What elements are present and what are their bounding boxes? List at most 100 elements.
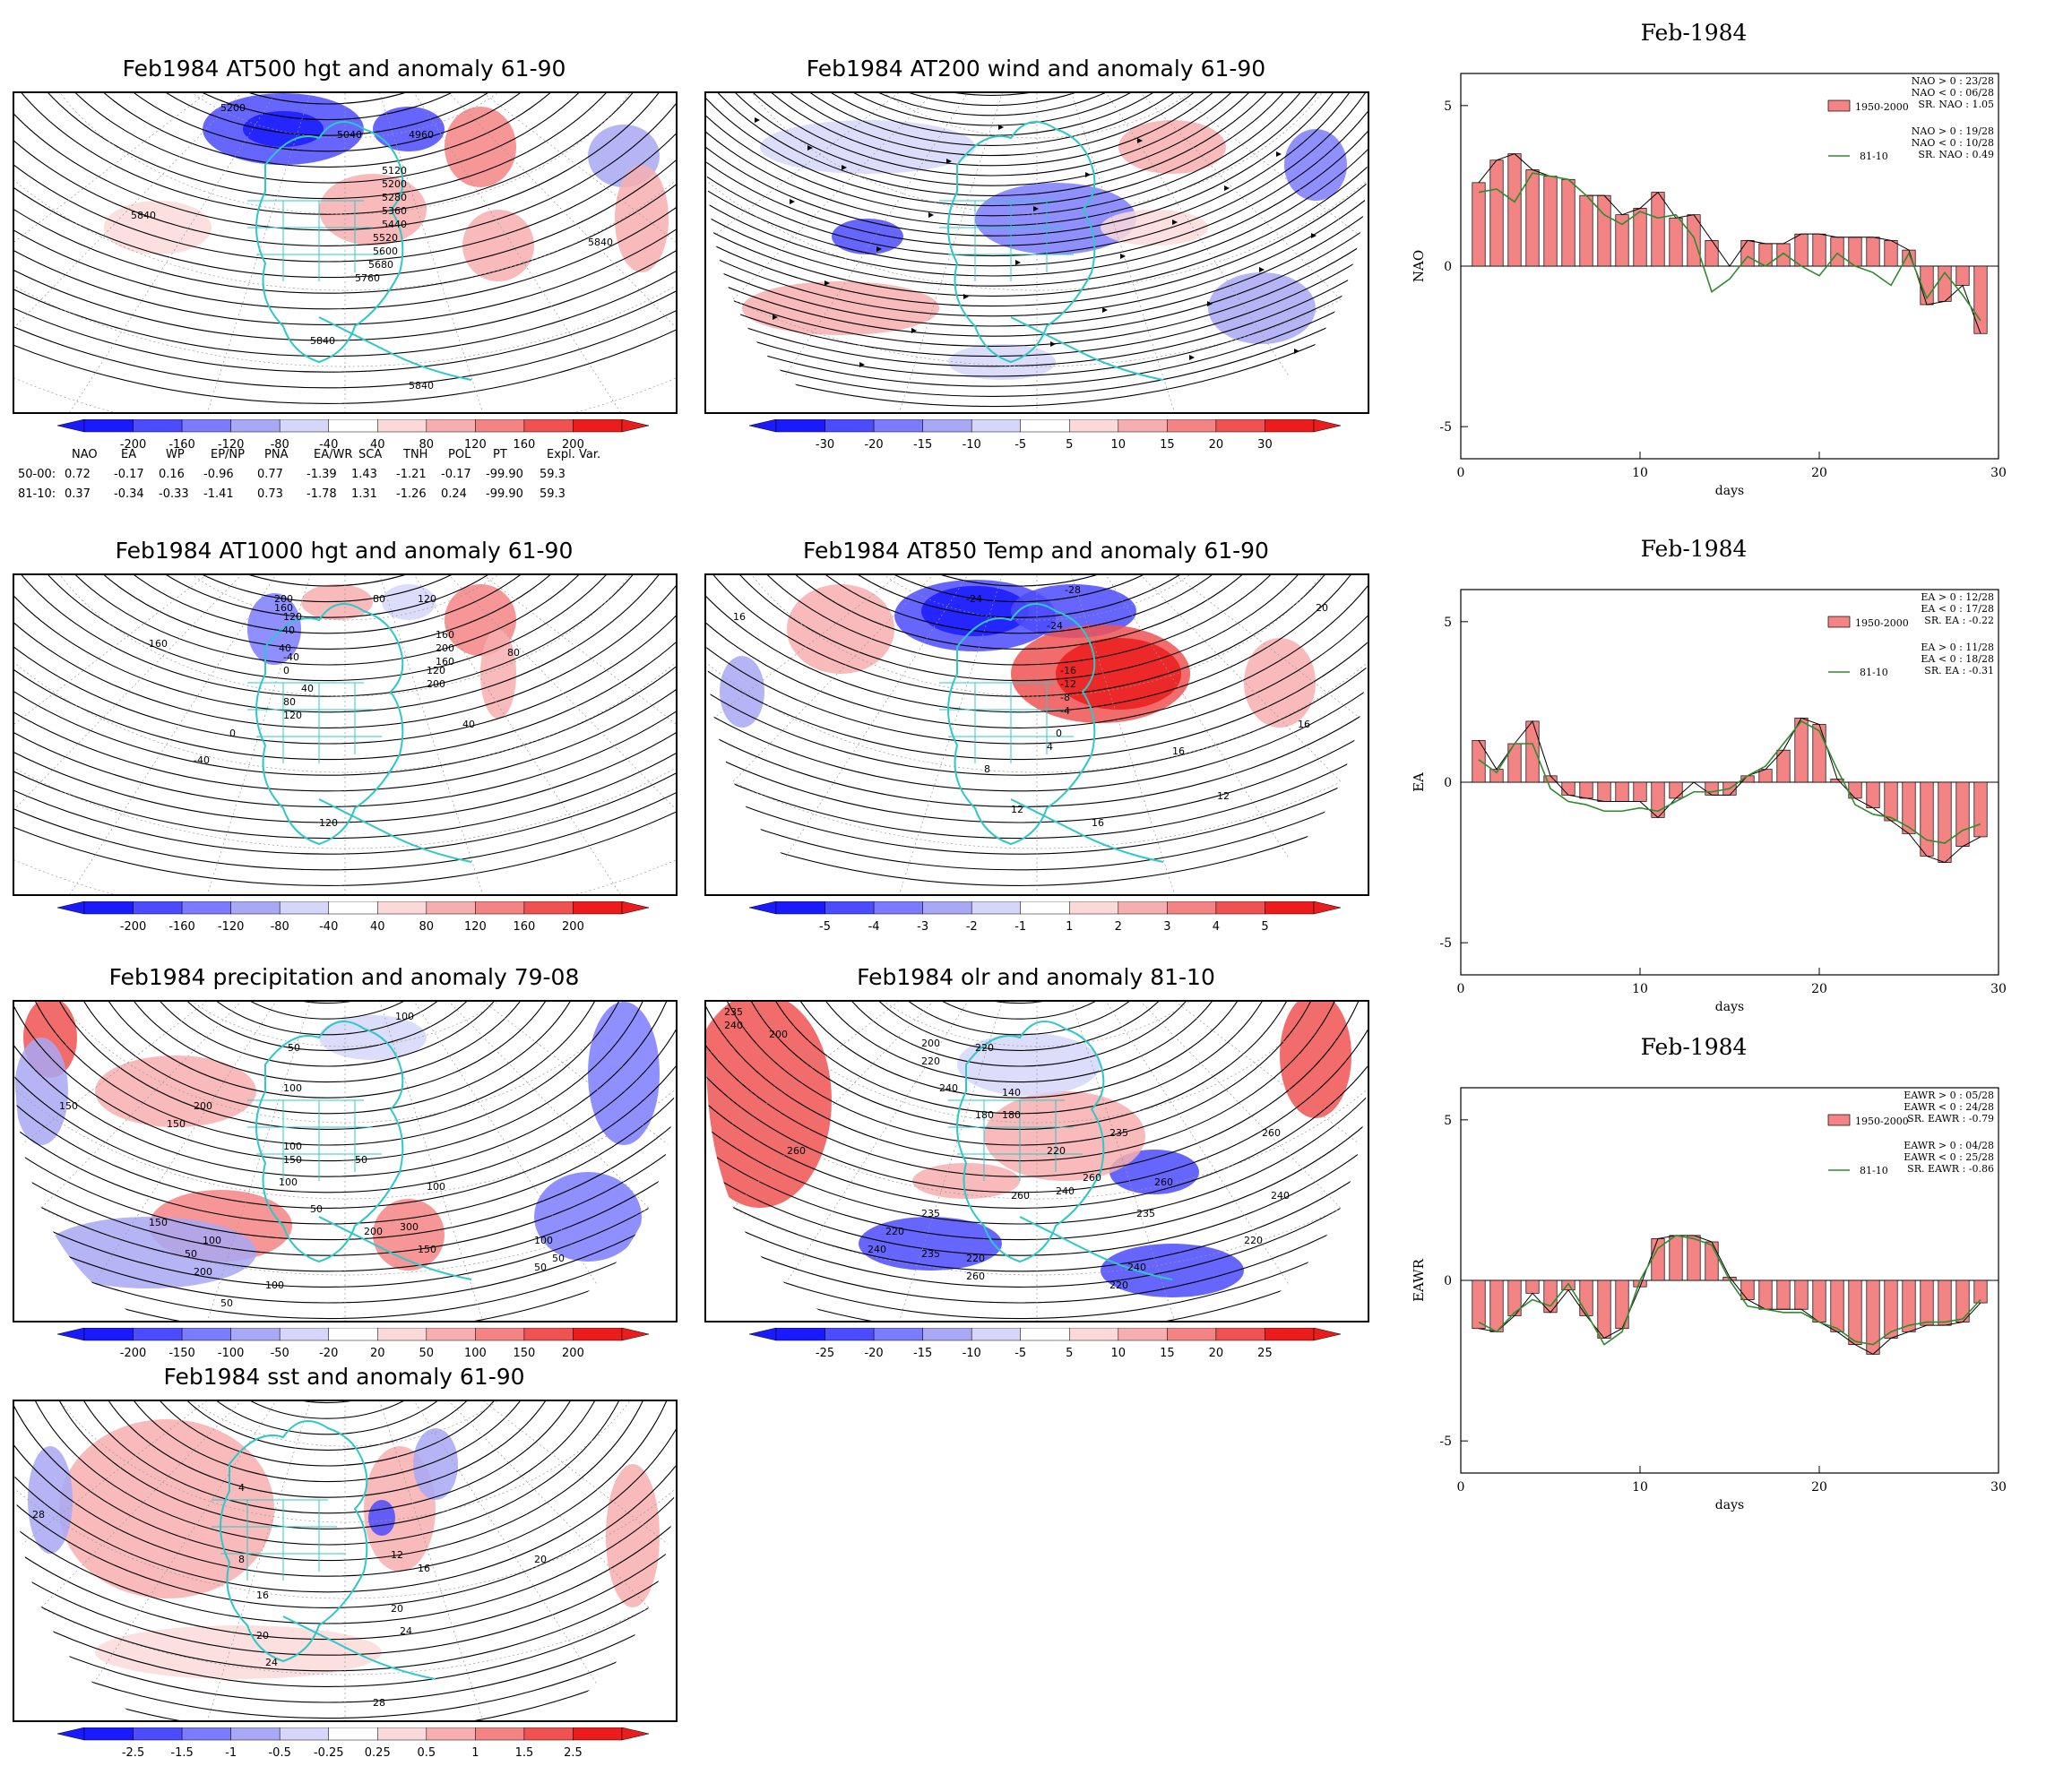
contour-line [108,1002,547,1083]
y-axis-label: NAO [1411,250,1427,282]
contour-line [706,93,1368,387]
index-cell: -1.78 [306,487,337,501]
bar-series-line [1478,717,1981,864]
legend-bar-swatch [1827,616,1851,628]
colorbar-swatch [1069,1327,1119,1341]
eawr-chart: Feb-1984 5 0 -5 0 10 20 30 days EAWR 1950-2000 81-… [1407,1034,2034,1536]
contour-label: 5440 [382,219,407,230]
map-title: Feb1984 precipitation and anomaly 79-08 [108,964,580,990]
bar [1579,781,1593,799]
contour-line [39,1002,615,1130]
colorbar-swatch [1167,418,1217,433]
colorbar-label: 1.5 [515,1746,534,1760]
contour-label: 40 [462,719,475,730]
bar [1866,781,1880,809]
contour-line [755,1002,1283,1115]
graticule-line [893,1002,1038,1321]
graticule-line [207,575,311,894]
legend-stat: EA > 0 : 12/28 [1921,591,1994,603]
contour-label: 150 [283,1154,302,1166]
contour-label: 200 [921,1038,940,1049]
colorbar-swatch [83,1327,134,1341]
bar [1597,781,1611,802]
anomaly-region [534,1172,642,1262]
contour-line [706,575,1368,792]
colorbar-label: -20 [864,438,883,452]
contour-line [706,93,1292,177]
colorbar-label: -120 [218,920,245,934]
colorbar-label: -5 [1014,1347,1026,1360]
contour-label: 240 [724,1020,743,1031]
ea-chart: Feb-1984 5 0 -5 0 10 20 30 days EA 1950-2000 81-10… [1407,536,2034,1038]
anomaly-region [462,210,534,281]
contour-label: 5120 [382,165,407,177]
index-table-header: NAO EA WP EP/NP PNA EA/WR SCA TNH POL PT Expl. Var… [18,448,681,464]
legend-stat: EAWR < 0 : 24/28 [1904,1101,1994,1113]
legend-bar-label: 1950-2000 [1855,617,1909,629]
graticule-line [448,575,676,810]
legend-stat: EA < 0 : 18/28 [1921,653,1994,665]
index-header-cell: PT [493,448,507,461]
contour-label: 300 [400,1221,419,1233]
contour-label: 0 [229,728,236,739]
bar [1507,153,1522,267]
contour-line [108,1401,547,1483]
anomaly-region [760,120,975,174]
colorbar-arrow [748,900,777,915]
contour-line [764,93,1220,126]
index-cell: 0.77 [257,468,283,481]
map-title: Feb1984 AT850 Temp and anomaly 61-90 [803,538,1269,564]
contour-label: 235 [921,1208,940,1219]
coastline [1019,1216,1173,1280]
anomaly-region [1118,120,1226,174]
contour-label: 20 [256,1630,269,1641]
colorbar-label: 200 [562,1347,584,1360]
wind-arrow [790,199,795,204]
colorbar-label: -150 [168,1347,195,1360]
map-field [14,575,676,894]
x-axis-label: days [1715,484,1744,498]
contour-line [731,1002,1307,1130]
contour-line [845,1002,1193,1051]
colorbar-arrow [56,900,85,915]
colorbar-swatch [475,1327,525,1341]
contour-label: -24 [966,593,982,605]
state-borders [247,1099,382,1181]
bar [1740,1279,1755,1300]
colorbar-label: 0.25 [365,1746,391,1760]
contour-label: 80 [507,647,520,659]
graticule-line [749,93,1038,412]
anomaly-region [41,1217,256,1288]
anomaly-region [14,1038,68,1145]
contour-label: 260 [1154,1176,1173,1188]
contour-line [721,93,1263,157]
contour-line [706,93,1368,347]
y-tick-label: 0 [1444,776,1452,790]
map-plot-area: 235 240 200 220 200 220 240 260 180 140 180 220 260 2… [704,1000,1369,1322]
colorbar-swatch [181,418,231,433]
contour-label: 150 [418,1244,436,1255]
colorbar-swatch [426,1327,476,1341]
contour-line [14,1401,676,1703]
colorbar-swatch [279,418,329,433]
index-cell: -0.17 [114,468,144,481]
graticule-line [1036,575,1325,894]
colorbar-label: -5 [1014,438,1026,452]
y-tick-label: -5 [1439,936,1452,951]
colorbar-swatch [971,1327,1021,1341]
colorbar-label: -0.25 [314,1746,344,1760]
contour-line [14,666,676,776]
contour-label: 5520 [373,232,398,244]
contour-line [14,732,676,823]
wind-arrow [963,294,969,299]
contour-label: 260 [1083,1172,1101,1184]
colorbar-swatch [1265,900,1315,915]
x-tick-label: 0 [1457,982,1465,996]
contour-line [706,575,1368,697]
anomaly-region [787,584,894,674]
colorbar-label: 10 [1111,1347,1127,1360]
anomaly-region [104,201,212,254]
contour-line [14,133,676,263]
graticule-line [69,575,276,894]
colorbar-label: -25 [816,1347,834,1360]
